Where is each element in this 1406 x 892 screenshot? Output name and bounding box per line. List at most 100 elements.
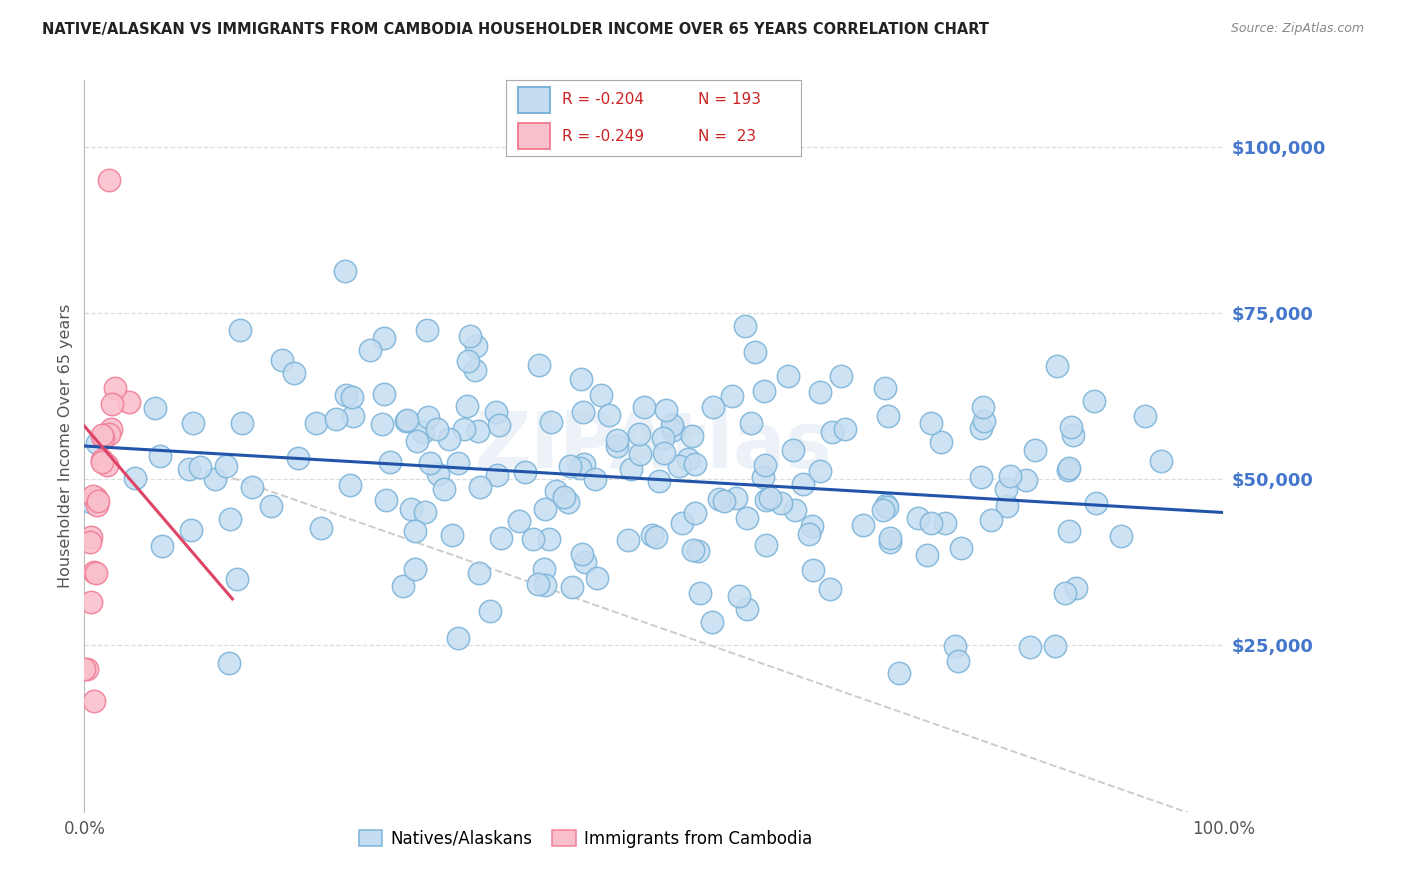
Point (713, 493, 735, 508)
Point (468, 566, 491, 580)
Point (534, 578, 557, 592)
Point (73, 662, 96, 676)
Point (104, 381, 127, 395)
Point (560, 458, 582, 473)
Text: N =  23: N = 23 (697, 128, 756, 144)
Point (799, 527, 821, 541)
Point (225, 572, 247, 586)
Point (810, 465, 832, 479)
Point (404, 562, 426, 576)
Point (1015, 473, 1038, 487)
Point (652, 446, 675, 460)
Point (574, 458, 596, 472)
Point (91, 453, 114, 467)
Point (973, 415, 995, 429)
Point (485, 405, 508, 419)
Point (150, 539, 173, 553)
Point (467, 424, 489, 438)
Point (929, 434, 952, 449)
Point (373, 331, 395, 345)
Point (342, 390, 364, 404)
Point (395, 413, 418, 427)
Point (437, 433, 460, 447)
Point (538, 532, 561, 546)
Point (544, 484, 567, 499)
Point (598, 408, 620, 422)
Point (283, 367, 305, 381)
Point (830, 368, 852, 383)
Text: R = -0.204: R = -0.204 (562, 93, 644, 108)
Point (84, 566, 107, 580)
Point (1054, 585, 1077, 599)
Point (633, 400, 655, 414)
Point (98, 173, 121, 187)
Point (339, 478, 361, 492)
Point (907, 511, 929, 525)
Point (1057, 463, 1080, 477)
Point (1109, 529, 1132, 543)
Point (100, 422, 122, 436)
Point (404, 524, 426, 538)
Point (755, 493, 778, 508)
Point (218, 656, 240, 670)
Point (754, 458, 776, 472)
Point (101, 396, 124, 410)
Point (456, 399, 478, 413)
Point (513, 465, 536, 479)
Point (458, 328, 481, 343)
Point (219, 511, 242, 525)
Point (628, 427, 651, 442)
Point (399, 502, 422, 516)
Point (270, 352, 292, 367)
Point (671, 516, 693, 530)
Point (80, 530, 103, 544)
Point (177, 462, 200, 476)
Point (522, 532, 544, 546)
Point (628, 447, 651, 461)
Point (231, 417, 253, 431)
Point (946, 655, 969, 669)
Point (84, 491, 107, 505)
Point (91, 427, 114, 442)
Point (1133, 409, 1156, 423)
Point (1059, 461, 1081, 475)
Point (83, 565, 105, 579)
Point (800, 518, 823, 533)
Point (485, 467, 508, 482)
Point (453, 422, 475, 436)
Point (875, 381, 897, 395)
Point (426, 467, 449, 481)
Point (86, 435, 108, 450)
Point (676, 452, 699, 467)
Point (943, 639, 966, 653)
Point (180, 523, 202, 537)
Point (371, 417, 394, 431)
Point (342, 409, 364, 423)
Point (709, 492, 731, 507)
Point (215, 459, 238, 474)
Point (1084, 495, 1107, 509)
Point (724, 491, 747, 505)
Point (879, 535, 901, 549)
Point (335, 388, 357, 402)
Point (229, 323, 252, 337)
Point (188, 459, 211, 474)
Point (447, 631, 470, 645)
Point (752, 384, 775, 399)
Point (668, 458, 690, 473)
Point (143, 401, 166, 415)
Point (702, 401, 724, 415)
Point (1060, 420, 1083, 434)
Point (686, 544, 709, 558)
Point (260, 499, 283, 513)
Point (877, 409, 900, 423)
Point (76, 662, 98, 676)
Point (734, 319, 756, 334)
Point (391, 579, 413, 593)
Point (735, 601, 758, 615)
Point (413, 505, 436, 519)
Point (374, 493, 396, 508)
Point (934, 516, 956, 530)
Point (79, 495, 101, 509)
Point (287, 451, 309, 466)
